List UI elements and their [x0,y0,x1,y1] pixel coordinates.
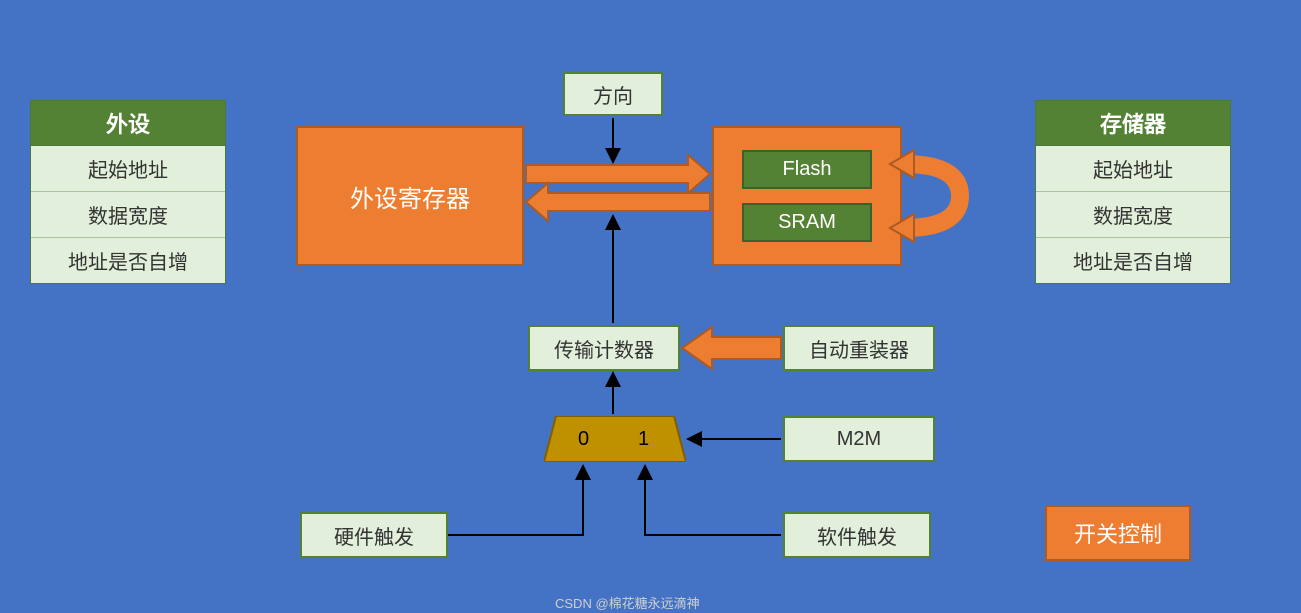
memory-container-box: Flash SRAM [712,126,902,266]
hw-trigger-box: 硬件触发 [300,512,448,558]
peripheral-register-label: 外设寄存器 [350,179,470,214]
table-row: 数据宽度 [1036,192,1230,238]
reloader-to-counter-arrow [682,327,781,369]
m2m-box: M2M [783,416,935,462]
watermark-text: CSDN @棉花糖永远滴神 [555,593,700,612]
table-row: 地址是否自增 [1036,238,1230,283]
sw-trigger-box: 软件触发 [783,512,931,558]
reloader-label: 自动重装器 [809,334,909,363]
periph-to-memory-arrow [526,155,710,221]
peripheral-table: 外设 起始地址 数据宽度 地址是否自增 [30,100,226,284]
direction-box: 方向 [563,72,663,116]
reloader-box: 自动重装器 [783,325,935,371]
table-row: 地址是否自增 [31,238,225,283]
table-row: 起始地址 [1036,146,1230,192]
mux-option-0: 0 [578,428,589,451]
mux-option-1: 1 [638,428,649,451]
peripheral-table-header: 外设 [31,101,225,146]
table-row: 起始地址 [31,146,225,192]
memory-sram: SRAM [742,203,872,242]
memory-table-header: 存储器 [1036,101,1230,146]
mux-trapezoid [544,416,686,467]
switch-control-label: 开关控制 [1074,517,1162,549]
table-row: 数据宽度 [31,192,225,238]
peripheral-register-box: 外设寄存器 [296,126,524,266]
diagram-canvas: 外设 起始地址 数据宽度 地址是否自增 存储器 起始地址 数据宽度 地址是否自增… [0,0,1301,613]
counter-box: 传输计数器 [528,325,680,371]
memory-flash: Flash [742,150,872,189]
direction-label: 方向 [593,80,633,109]
sw-trigger-label: 软件触发 [817,521,897,550]
memory-table: 存储器 起始地址 数据宽度 地址是否自增 [1035,100,1231,284]
counter-label: 传输计数器 [554,334,654,363]
hw-trigger-label: 硬件触发 [334,521,414,550]
m2m-label: M2M [837,428,881,451]
switch-control-box: 开关控制 [1045,505,1191,561]
